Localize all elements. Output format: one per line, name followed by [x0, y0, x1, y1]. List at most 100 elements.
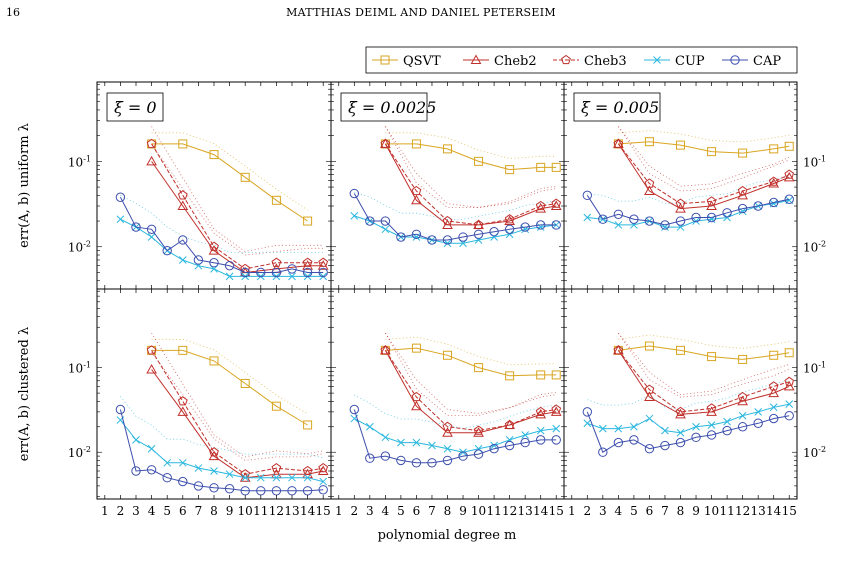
data-point	[644, 341, 654, 351]
data-point	[240, 172, 250, 182]
data-point	[706, 430, 717, 440]
data-point	[769, 144, 779, 154]
data-point	[551, 220, 561, 230]
data-point	[520, 222, 530, 232]
guide-line-Cheb2	[151, 143, 324, 256]
data-point	[535, 406, 546, 416]
data-point	[769, 350, 779, 360]
data-point	[288, 272, 296, 281]
legend-label-CAP: CAP	[753, 54, 781, 69]
y-tick-label: 10-2	[803, 240, 826, 255]
running-head: MATTHIAS DEIML AND DANIEL PETERSEIM	[286, 6, 556, 19]
data-point	[381, 433, 390, 442]
data-point	[442, 215, 453, 226]
data-point	[691, 432, 701, 443]
data-point	[147, 444, 156, 453]
data-point	[551, 162, 561, 172]
guide-line-QSVT	[151, 132, 308, 211]
data-point	[146, 363, 157, 374]
data-point	[209, 447, 219, 457]
data-point	[785, 400, 794, 409]
data-point	[520, 437, 530, 448]
data-point	[598, 214, 608, 224]
guide-line-QSVT	[385, 132, 557, 159]
legend-label-Cheb3: Cheb3	[584, 54, 627, 69]
data-point	[271, 257, 282, 267]
data-point	[302, 260, 313, 270]
data-point	[536, 220, 546, 230]
data-point	[551, 370, 561, 380]
data-point	[613, 138, 624, 149]
data-point	[613, 437, 624, 448]
guide-line-CUP	[120, 195, 324, 254]
data-point	[256, 267, 266, 278]
data-point	[411, 458, 422, 468]
data-point	[706, 403, 717, 413]
data-point	[132, 436, 140, 444]
data-point	[146, 345, 157, 355]
series-line-QSVT	[618, 345, 790, 360]
data-point	[442, 455, 453, 466]
xi-label-box	[340, 92, 428, 122]
data-point	[303, 473, 312, 482]
data-point	[365, 453, 375, 463]
data-point	[287, 264, 297, 274]
x-tick-label: 2	[350, 504, 358, 518]
data-point	[380, 138, 391, 149]
data-point	[380, 216, 391, 226]
data-point	[224, 484, 235, 494]
x-tick-label: 10	[471, 504, 486, 518]
x-tick-label: 5	[630, 504, 638, 518]
data-point	[318, 267, 328, 278]
guide-line-Cheb2	[385, 332, 557, 416]
x-tick-label: 6	[179, 504, 187, 518]
data-point	[536, 162, 546, 172]
data-point	[644, 185, 655, 195]
data-point	[177, 406, 189, 416]
data-point	[271, 462, 282, 473]
guide-line-Cheb3	[618, 332, 790, 396]
series-line-Cheb3	[384, 350, 557, 432]
data-point	[737, 203, 748, 214]
y-tick-label: 10-1	[803, 361, 826, 376]
guide-line-CUP	[587, 380, 790, 410]
data-point	[162, 472, 172, 483]
data-point	[178, 235, 188, 245]
data-point	[193, 255, 204, 265]
data-point	[442, 421, 453, 431]
data-point	[784, 169, 795, 179]
data-point	[551, 404, 562, 414]
data-point	[738, 411, 747, 420]
x-tick-label: 3	[132, 504, 140, 518]
data-point	[443, 444, 452, 453]
data-point	[146, 138, 157, 149]
plot-frame	[96, 81, 798, 500]
x-tick-label: 10	[238, 504, 253, 518]
data-point	[302, 465, 313, 476]
data-point	[225, 470, 234, 479]
x-tick-label: 12	[735, 504, 750, 518]
legend-label-Cheb2: Cheb2	[494, 54, 537, 69]
data-point	[349, 404, 359, 415]
data-point	[240, 378, 250, 388]
series-line-CAP	[353, 193, 557, 241]
series-line-Cheb2	[151, 369, 324, 479]
data-point	[784, 411, 794, 421]
x-tick-label: 6	[413, 504, 421, 518]
data-point	[209, 258, 219, 268]
data-point	[224, 260, 235, 271]
data-point	[707, 147, 717, 157]
data-point	[582, 407, 592, 417]
data-point	[490, 233, 498, 241]
data-point	[675, 203, 686, 213]
x-tick-label: 9	[692, 504, 700, 518]
data-point	[737, 391, 748, 402]
data-point	[723, 213, 731, 222]
data-point	[737, 422, 748, 432]
data-point	[551, 435, 561, 445]
x-tick-label: 15	[316, 504, 331, 518]
data-point	[769, 403, 778, 412]
data-point	[178, 139, 188, 149]
data-point	[380, 345, 391, 355]
data-point	[115, 404, 126, 415]
